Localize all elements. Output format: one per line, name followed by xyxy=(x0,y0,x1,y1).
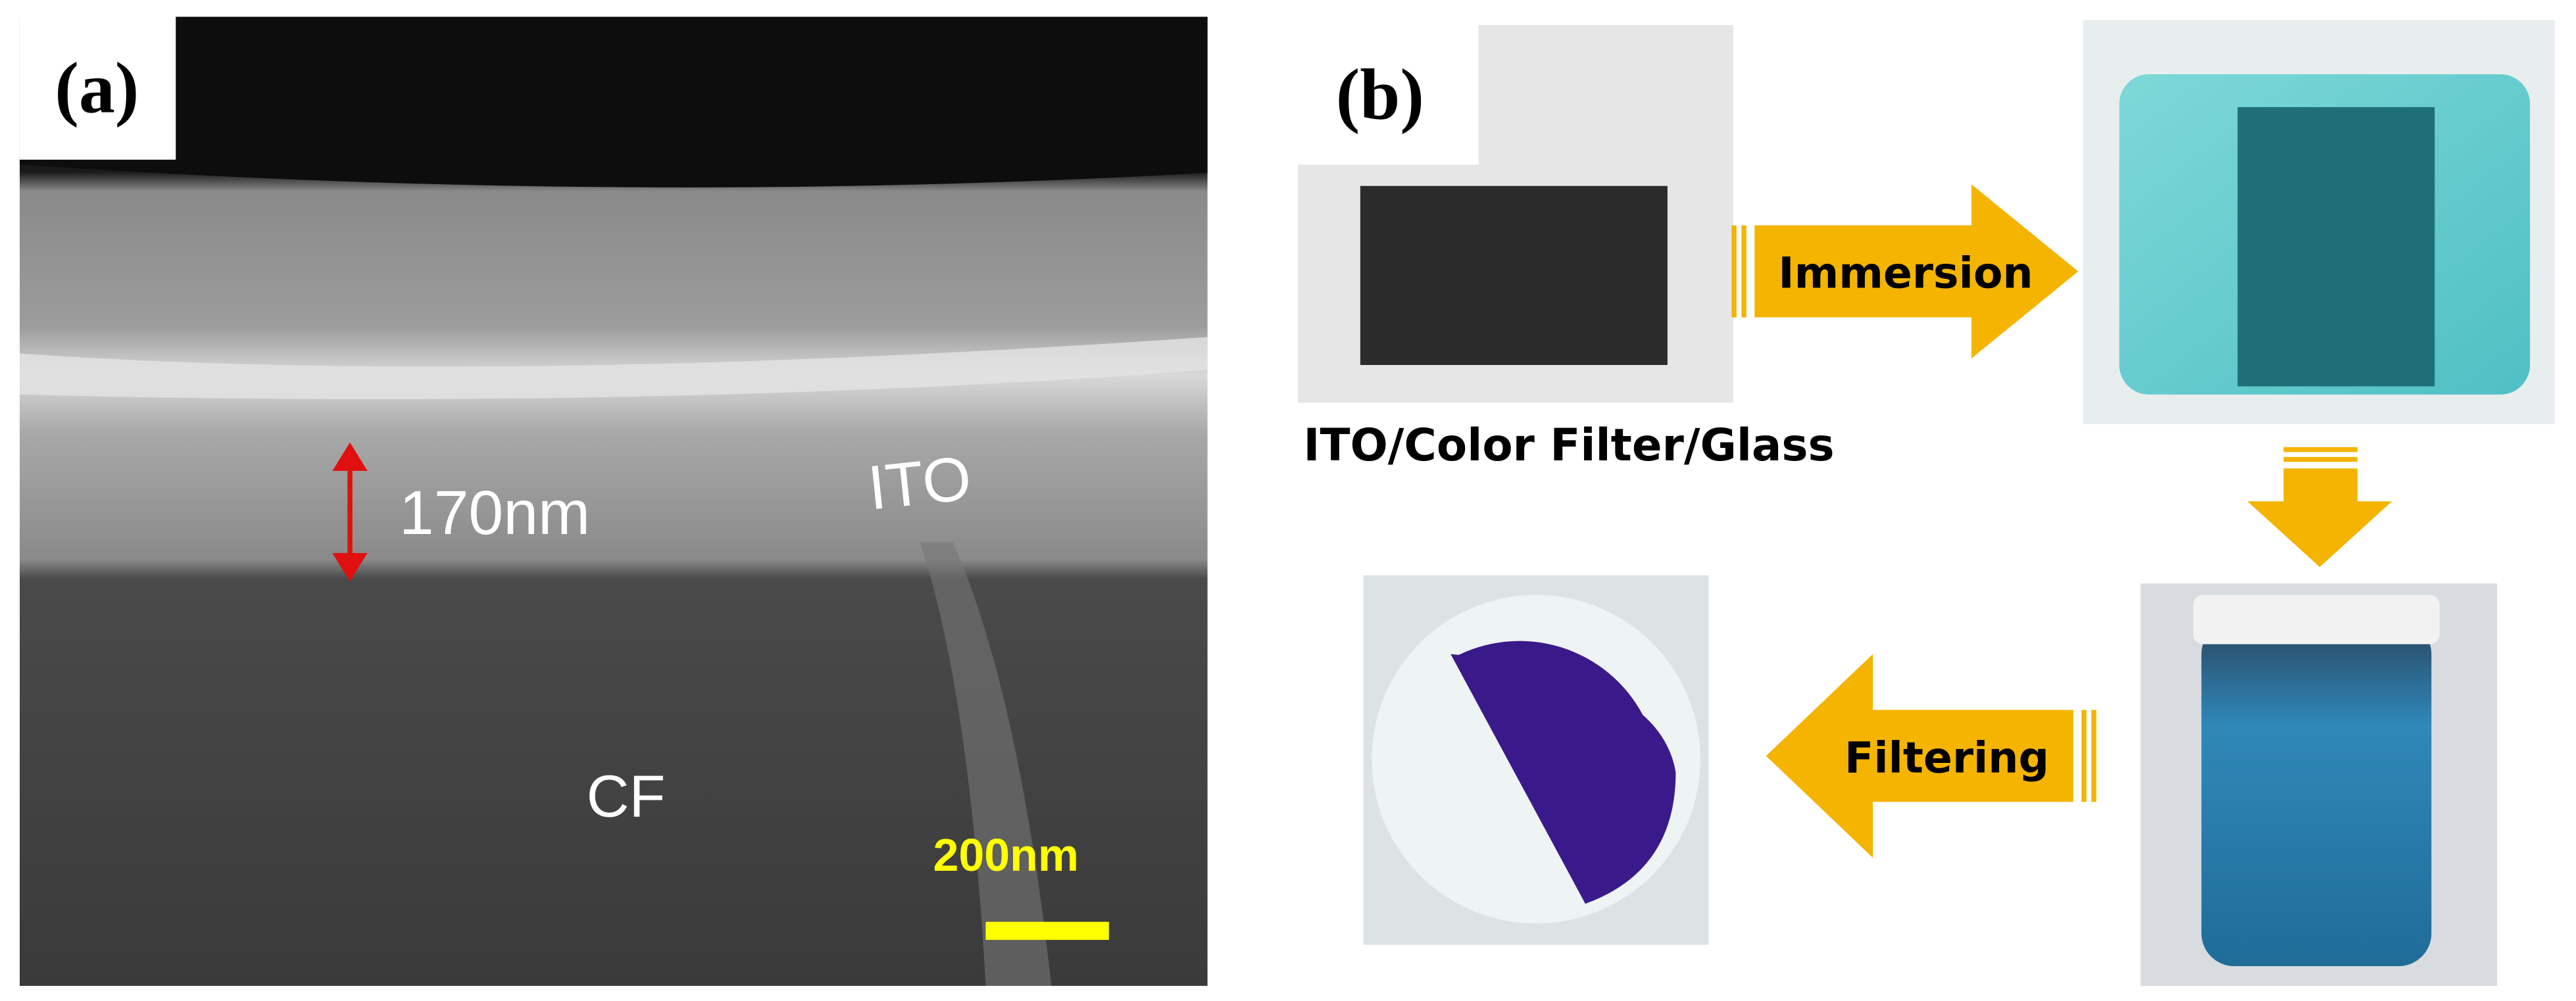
scale-bar xyxy=(985,921,1109,940)
step-label: Filtering xyxy=(1845,733,2049,783)
panel-label: (b) xyxy=(1336,54,1424,134)
jar-lid xyxy=(2193,595,2440,645)
label-box xyxy=(19,16,176,160)
panel-label: (a) xyxy=(55,47,139,128)
layer-label: ITO xyxy=(865,443,975,524)
layer-label: CF xyxy=(587,764,666,830)
thickness-label: 170nm xyxy=(399,478,590,548)
panel-a: (a) 170nm ITO CF 200nm xyxy=(19,16,1208,986)
jar xyxy=(2201,621,2432,967)
sem-shadow xyxy=(19,16,1208,187)
glass-sample xyxy=(1360,185,1668,365)
scale-label: 200nm xyxy=(933,829,1079,881)
arrow xyxy=(1766,654,2096,858)
submerged-sample xyxy=(2237,107,2435,387)
label-box xyxy=(1297,24,1479,165)
sample-caption: ITO/Color Filter/Glass xyxy=(1303,419,1834,471)
residue xyxy=(1450,654,1676,904)
arrow xyxy=(2247,447,2392,568)
panel-b: (b) ITO/Color Filter/Glass Immersion Fil… xyxy=(1297,20,2555,986)
step-label: Immersion xyxy=(1778,249,2033,299)
arrow xyxy=(1731,184,2079,358)
thickness-arrow xyxy=(332,442,368,582)
ito-surface xyxy=(19,337,1208,400)
sem-feature xyxy=(920,542,1052,986)
